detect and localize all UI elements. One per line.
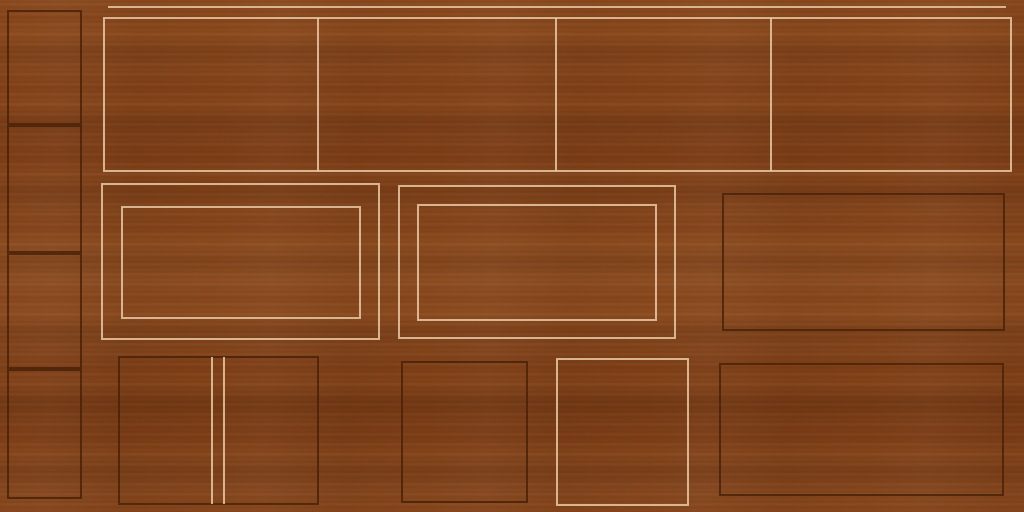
left-strip-panel-2 xyxy=(7,125,82,253)
left-strip-panel-4 xyxy=(7,369,82,499)
middle-panel-1-outer xyxy=(101,183,380,340)
middle-panel-2-inner xyxy=(417,204,657,321)
left-strip-panel-3 xyxy=(7,253,82,369)
top-panel-row xyxy=(103,17,1012,172)
left-strip-panel-1 xyxy=(7,10,82,125)
middle-panel-1-inner xyxy=(121,206,361,319)
middle-panel-2-outer xyxy=(398,185,676,339)
bottom-panel-2-dark xyxy=(401,361,528,503)
middle-panel-3-dark xyxy=(722,193,1005,331)
bottom-panel-4-dark xyxy=(719,363,1004,496)
bottom-panel-3-light xyxy=(556,358,689,506)
bottom-panel-1-dark xyxy=(118,356,319,505)
